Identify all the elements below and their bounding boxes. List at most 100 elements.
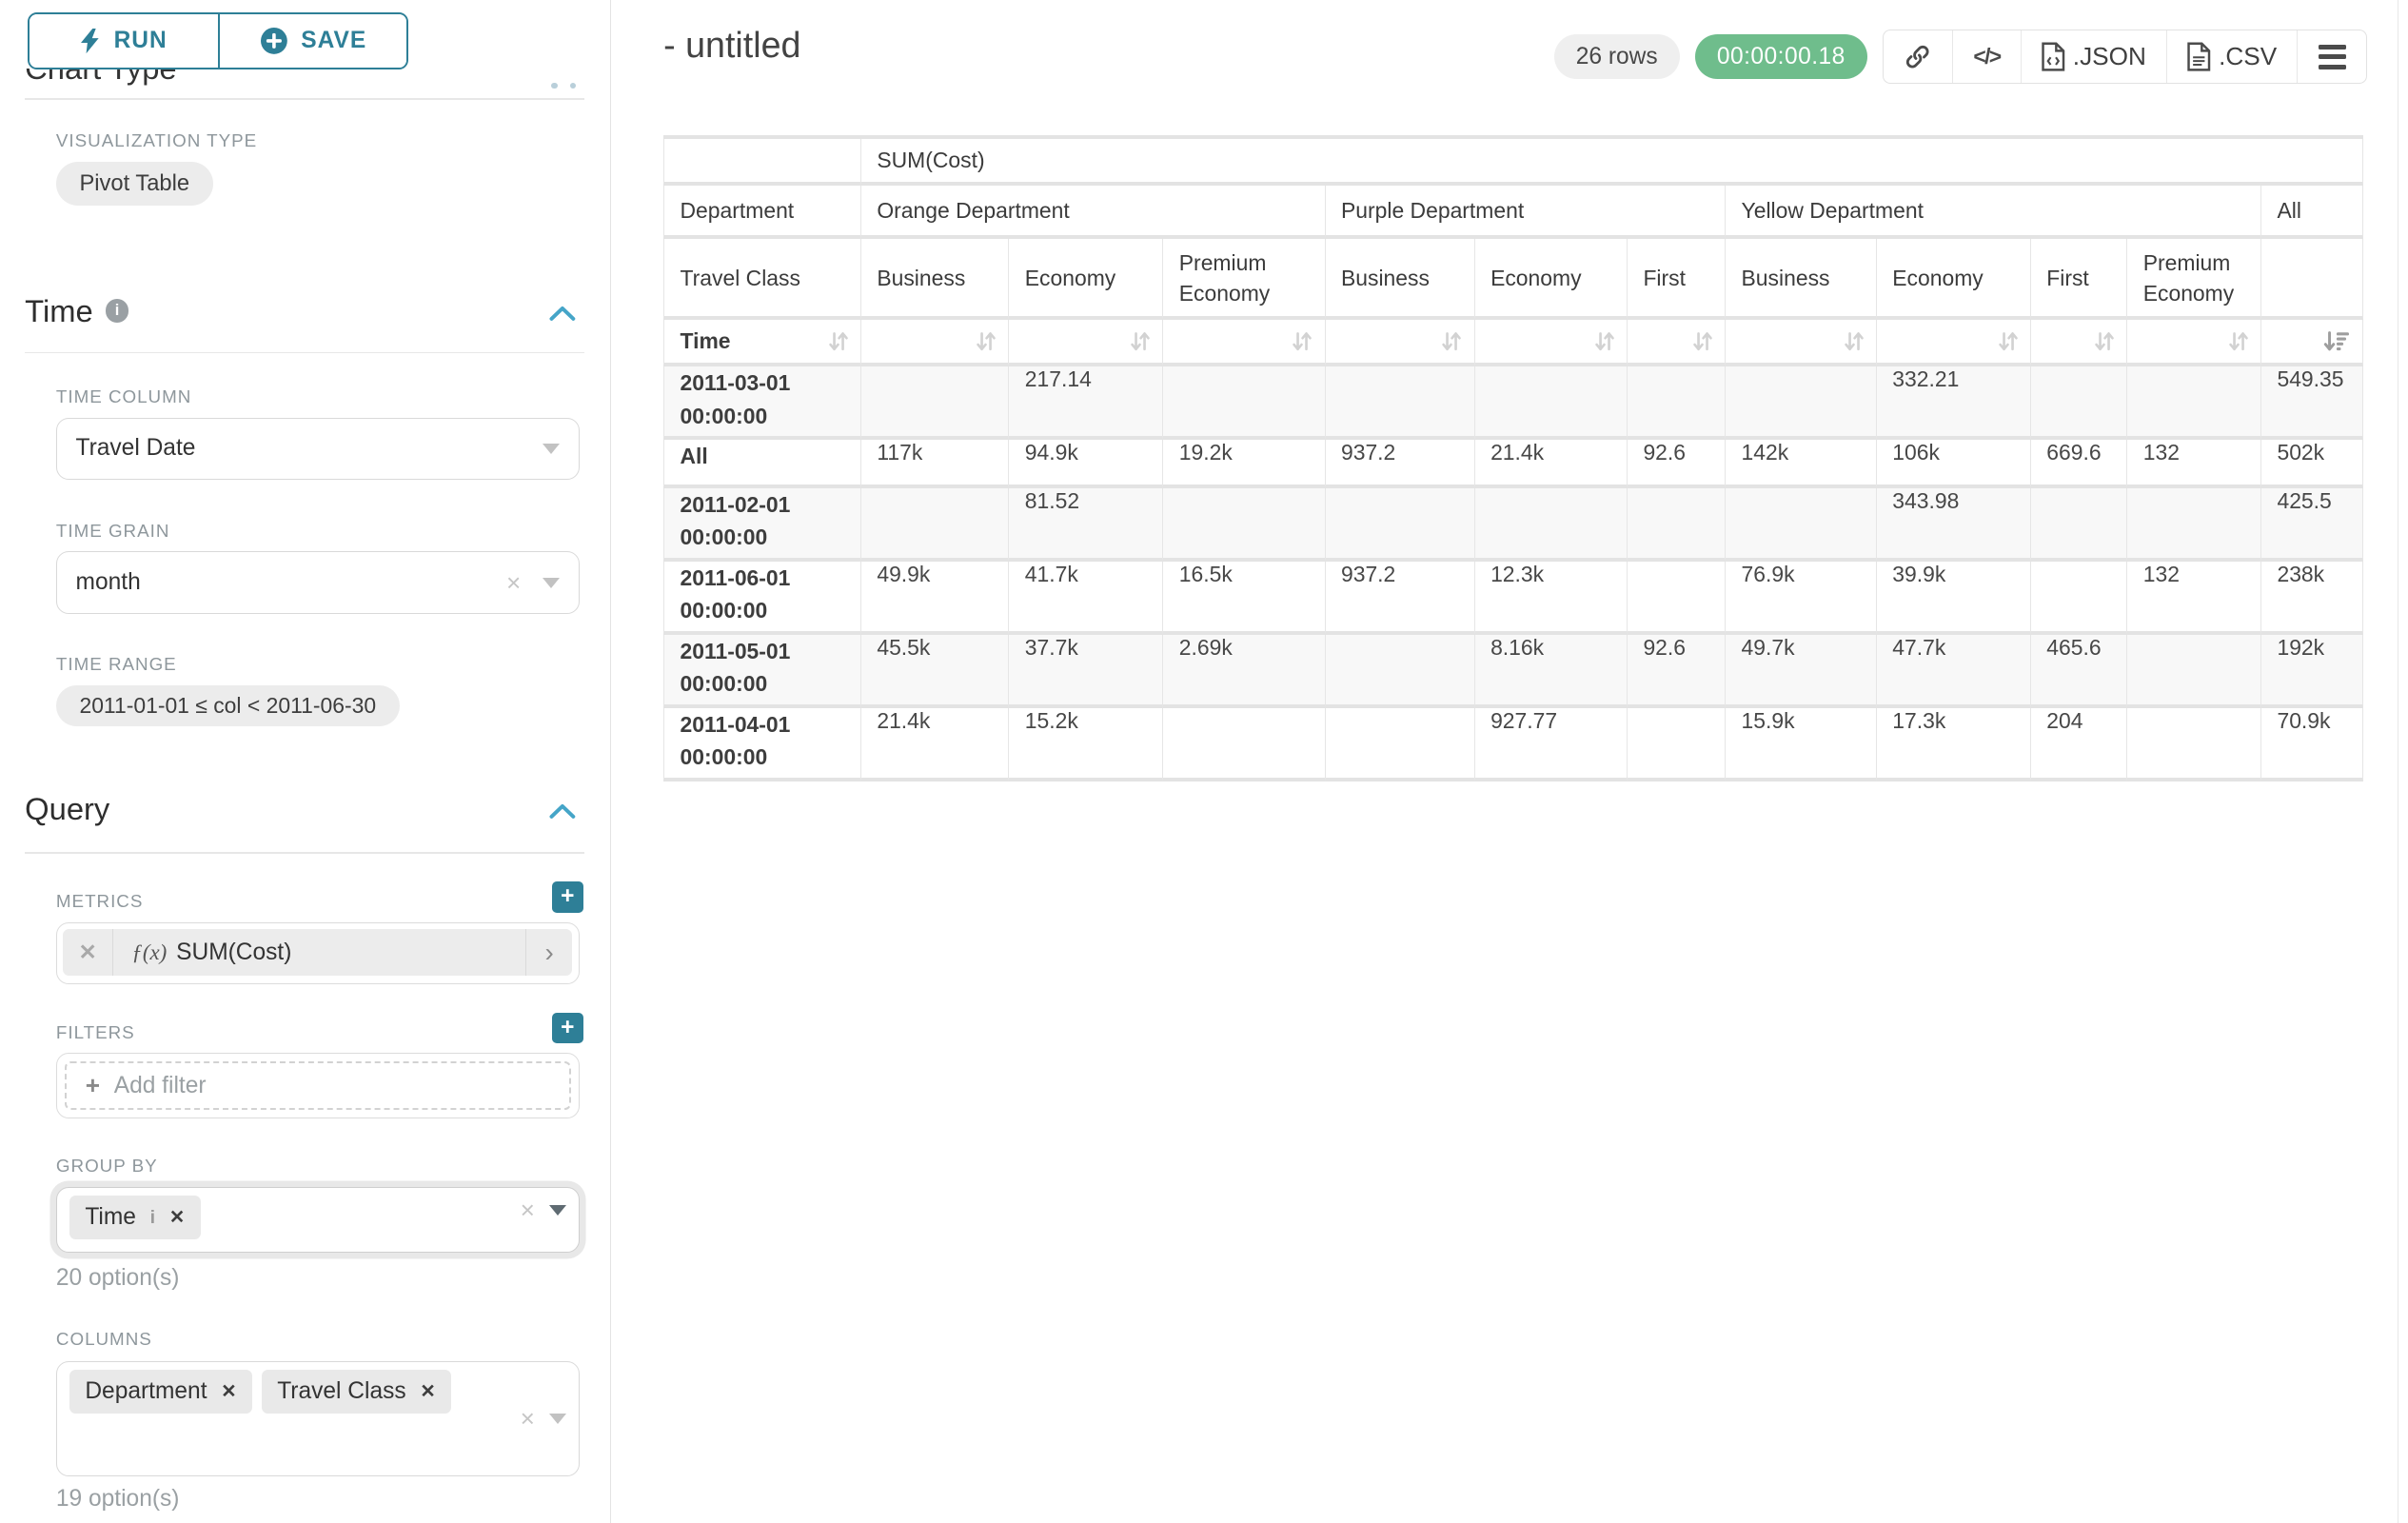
chevron-down-icon <box>548 1414 566 1425</box>
query-duration-badge: 00:00:00.18 <box>1694 33 1867 80</box>
value-cell: 49.7k <box>1726 634 1877 708</box>
export-json-button[interactable]: .JSON <box>2020 30 2166 84</box>
column-sort-cell <box>1009 320 1164 367</box>
value-cell <box>1474 487 1628 562</box>
group-by-label: GROUP BY <box>55 1156 158 1177</box>
chart-menu-button[interactable] <box>2297 30 2366 84</box>
value-cell <box>1474 366 1628 441</box>
copy-link-button[interactable] <box>1884 30 1952 83</box>
remove-tag-icon[interactable]: ✕ <box>420 1381 436 1403</box>
time-range-label: TIME RANGE <box>55 654 177 675</box>
tag-label: Time <box>85 1204 136 1231</box>
sort-icon[interactable] <box>1594 331 1614 351</box>
table-row: Time <box>663 320 2363 367</box>
chart-title[interactable]: - untitled <box>663 25 801 66</box>
value-cell: 12.3k <box>1474 561 1628 635</box>
info-icon[interactable]: i <box>105 299 129 323</box>
value-cell: 41.7k <box>1009 561 1164 635</box>
value-cell <box>1628 487 1727 562</box>
value-cell <box>2127 707 2262 781</box>
value-cell <box>1726 487 1877 562</box>
run-save-button-group: RUN SAVE <box>28 12 409 69</box>
clear-icon[interactable]: × <box>505 567 522 597</box>
time-column-label: TIME COLUMN <box>55 386 192 406</box>
sort-icon[interactable] <box>2094 331 2114 351</box>
value-cell: 37.7k <box>1009 634 1164 708</box>
value-cell <box>1726 366 1877 441</box>
columns-select[interactable]: Department ✕ Travel Class ✕ × <box>55 1361 580 1477</box>
divider <box>25 98 585 100</box>
remove-tag-icon[interactable]: ✕ <box>221 1381 237 1403</box>
save-button[interactable]: SAVE <box>218 14 407 68</box>
clear-icon[interactable]: × <box>520 1196 535 1225</box>
group-by-options-count: 20 option(s) <box>55 1264 180 1291</box>
chevron-up-icon[interactable] <box>549 306 576 321</box>
table-row: Travel Class Business Economy Premium Econo… <box>663 239 2363 321</box>
column-sort-cell <box>1726 320 1877 367</box>
sort-icon[interactable] <box>1292 331 1313 351</box>
time-grain-select[interactable]: month × <box>55 551 580 614</box>
sort-icon[interactable] <box>1998 331 2018 351</box>
tag-label: Travel Class <box>277 1378 406 1405</box>
value-cell <box>1163 707 1326 781</box>
value-cell: 94.9k <box>1009 440 1164 488</box>
sort-icon[interactable] <box>1441 331 1462 351</box>
sort-icon[interactable] <box>1130 331 1150 351</box>
run-button[interactable]: RUN <box>30 14 219 68</box>
column-sort-cell <box>2127 320 2262 367</box>
visualization-type-label: VISUALIZATION TYPE <box>55 130 258 151</box>
table-row: 2011-06-01 00:00:00 49.9k 41.7k 16.5k 937.2 12… <box>663 561 2363 635</box>
run-button-label: RUN <box>113 27 168 53</box>
sort-icon[interactable] <box>1692 331 1712 351</box>
visualization-type-value[interactable]: Pivot Table <box>55 162 213 206</box>
columns-tag[interactable]: Travel Class ✕ <box>261 1370 452 1414</box>
metric-pill[interactable]: ✕ ƒ(x) SUM(Cost) › <box>63 929 573 977</box>
value-cell <box>2030 366 2128 441</box>
time-column-select[interactable]: Travel Date <box>55 417 580 481</box>
clear-icon[interactable]: × <box>520 1404 535 1434</box>
value-cell: 238k <box>2261 561 2363 635</box>
sort-descending-icon[interactable] <box>2323 331 2350 351</box>
row-count-badge: 26 rows <box>1553 33 1680 80</box>
corner-cell <box>663 139 861 187</box>
tag-label: Department <box>85 1378 207 1405</box>
value-cell: 669.6 <box>2030 440 2128 488</box>
value-cell: 117k <box>860 440 1010 488</box>
sort-icon[interactable] <box>828 331 848 351</box>
department-dimension-cell: Department <box>663 186 861 240</box>
group-by-tag[interactable]: Time i ✕ <box>69 1196 201 1239</box>
export-button-group: </> .JSON .CSV <box>1883 30 2368 85</box>
chart-header-actions: 26 rows 00:00:00.18 </> .JSON .CSV <box>1553 30 2368 85</box>
value-cell: 39.9k <box>1876 561 2031 635</box>
chevron-down-icon <box>543 443 561 454</box>
info-icon[interactable]: i <box>149 1206 156 1228</box>
panel-resize-handle[interactable] <box>551 82 577 89</box>
sort-icon[interactable] <box>1844 331 1864 351</box>
value-cell: 19.2k <box>1163 440 1326 488</box>
chevron-down-icon <box>548 1205 566 1216</box>
row-header-cell: 2011-06-01 00:00:00 <box>663 561 861 635</box>
value-cell: 502k <box>2261 440 2363 488</box>
link-icon <box>1906 45 1929 69</box>
add-metric-button[interactable]: + <box>551 881 583 913</box>
sort-icon[interactable] <box>2228 331 2248 351</box>
metric-name: SUM(Cost) <box>176 939 292 965</box>
embed-code-button[interactable]: </> <box>1952 30 2021 84</box>
group-by-select[interactable]: Time i ✕ × <box>55 1187 580 1253</box>
chevron-up-icon[interactable] <box>549 803 576 820</box>
time-sort-cell: Time <box>663 320 861 367</box>
add-filter-plus-button[interactable]: + <box>551 1012 583 1044</box>
row-header-cell: 2011-02-01 00:00:00 <box>663 487 861 562</box>
travel-class-header-cell: Business <box>1726 239 1877 321</box>
department-header-cell: All <box>2261 186 2363 240</box>
remove-metric-icon[interactable]: ✕ <box>63 929 113 977</box>
sort-icon[interactable] <box>976 331 996 351</box>
chevron-right-icon[interactable]: › <box>525 929 572 977</box>
time-range-value[interactable]: 2011-01-01 ≤ col < 2011-06-30 <box>55 685 400 726</box>
columns-tag[interactable]: Department ✕ <box>69 1370 253 1414</box>
add-filter-button[interactable]: + Add filter <box>65 1061 571 1110</box>
export-csv-button[interactable]: .CSV <box>2166 30 2297 84</box>
remove-tag-icon[interactable]: ✕ <box>168 1207 186 1229</box>
value-cell: 217.14 <box>1009 366 1164 441</box>
